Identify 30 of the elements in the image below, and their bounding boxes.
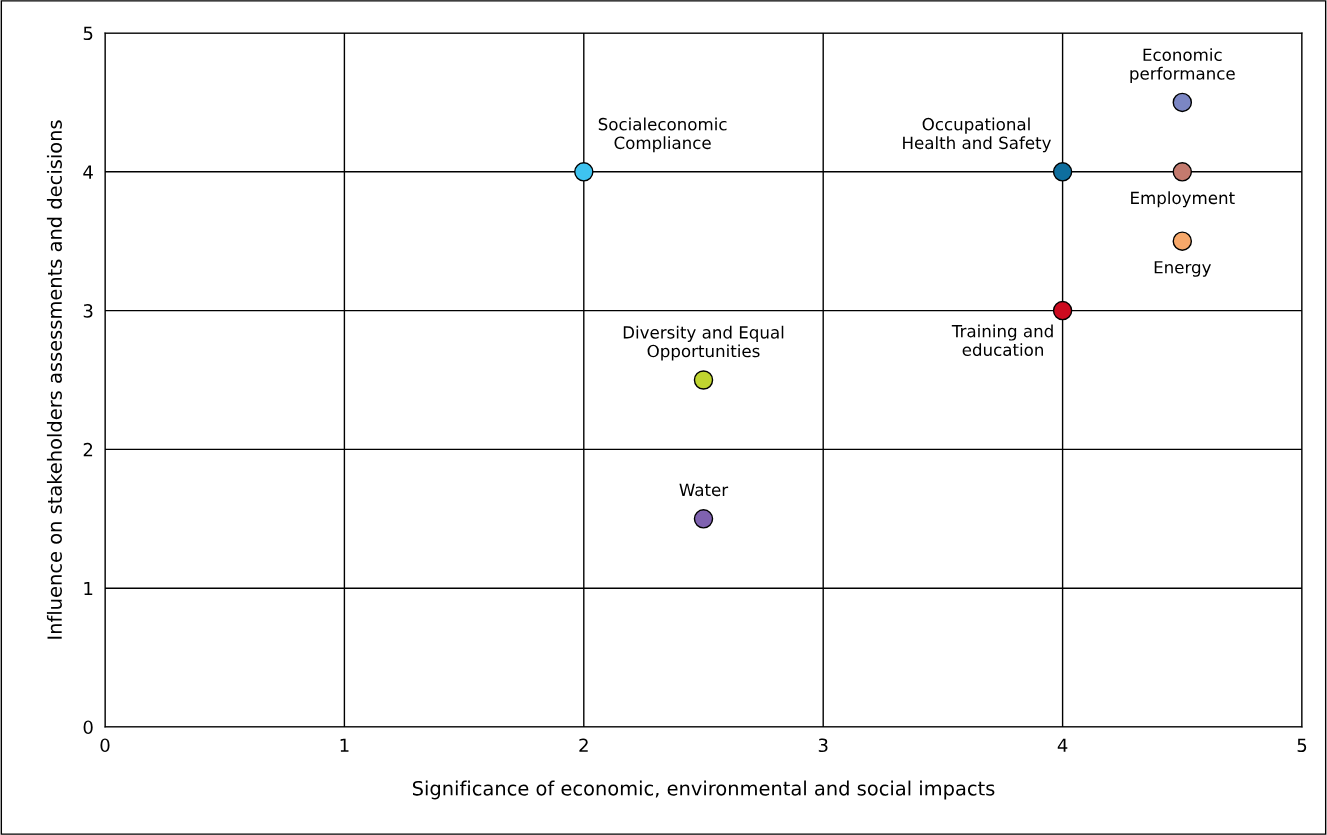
x-tick-label: 0 <box>100 738 110 753</box>
point <box>1172 92 1193 113</box>
point <box>693 370 714 390</box>
x-tick-label: 3 <box>818 738 828 753</box>
x-axis-title: Significance of economic, environmental and social impacts <box>412 780 995 800</box>
series-label: Water <box>679 483 729 497</box>
y-tick-label: 2 <box>83 442 93 457</box>
point <box>693 509 714 529</box>
y-tick-label: 4 <box>83 165 93 179</box>
x-tick-label: 4 <box>1057 738 1068 752</box>
series-label: Socialeconomic Compliance <box>598 117 727 153</box>
series-label: Employment <box>1131 191 1235 208</box>
point <box>1172 162 1193 182</box>
series-label: Diversity and Equal Opportunities <box>623 325 784 361</box>
point <box>574 162 594 182</box>
y-tick-label: 5 <box>83 26 93 41</box>
point <box>1052 162 1073 182</box>
series-label: Occupational Health and Safety <box>903 117 1051 153</box>
x-tick-label: 2 <box>579 738 588 752</box>
y-tick-label: 3 <box>83 304 93 318</box>
x-tick-label: 1 <box>340 738 349 752</box>
y-tick-label: 1 <box>84 581 93 596</box>
y-tick-label: 0 <box>83 720 93 735</box>
series-label: Training and education <box>951 324 1053 357</box>
point <box>1052 300 1073 321</box>
x-tick-label: 5 <box>1297 738 1307 753</box>
point <box>1172 231 1193 251</box>
series-label: Economic performance <box>1130 48 1235 83</box>
y-axis-title: Influence on stakeholders assessments and decisions <box>46 120 62 639</box>
series-label: Energy <box>1154 261 1211 277</box>
